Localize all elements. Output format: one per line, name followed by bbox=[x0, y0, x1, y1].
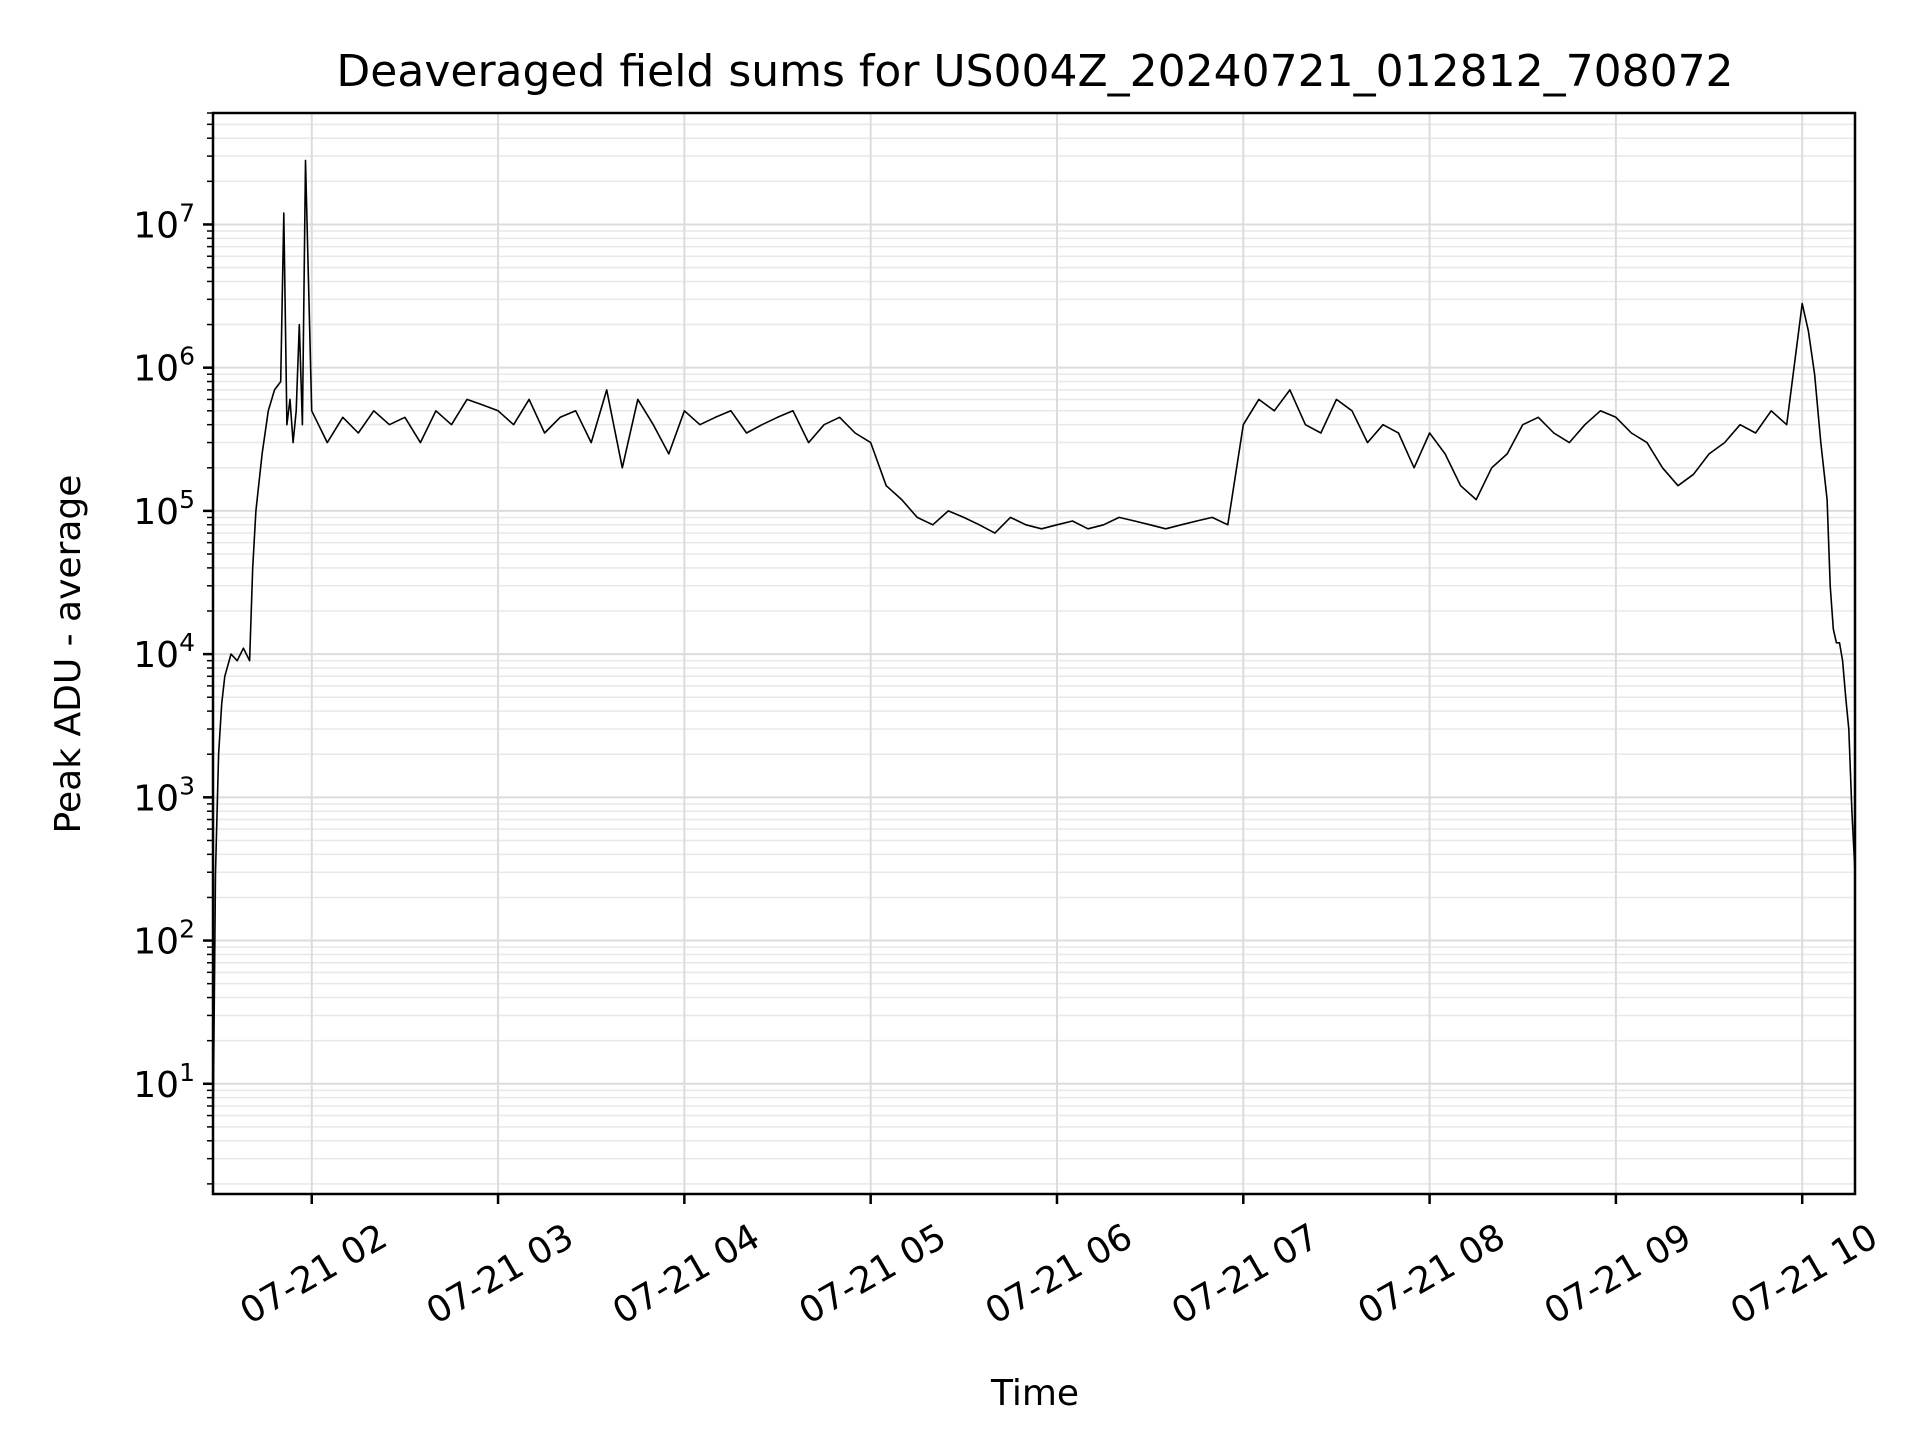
y-tick-label: 107 bbox=[133, 198, 195, 246]
y-tick-label: 106 bbox=[133, 342, 195, 390]
y-tick-label: 105 bbox=[133, 485, 195, 533]
series-layer bbox=[212, 159, 1856, 1141]
x-axis-label: Time bbox=[990, 1373, 1079, 1414]
chart-title: Deaveraged field sums for US004Z_2024072… bbox=[336, 46, 1733, 97]
grid-major bbox=[213, 113, 1855, 1194]
y-tick-label: 104 bbox=[133, 628, 195, 676]
series-line-0 bbox=[212, 159, 1856, 1141]
y-tick-label: 103 bbox=[133, 771, 195, 819]
y-tick-label: 101 bbox=[133, 1058, 195, 1106]
y-tick-label: 102 bbox=[133, 915, 195, 963]
y-axis-label: Peak ADU - average bbox=[48, 475, 89, 834]
y-axis: 101 102 103 104 105 106 107 bbox=[133, 112, 213, 1185]
